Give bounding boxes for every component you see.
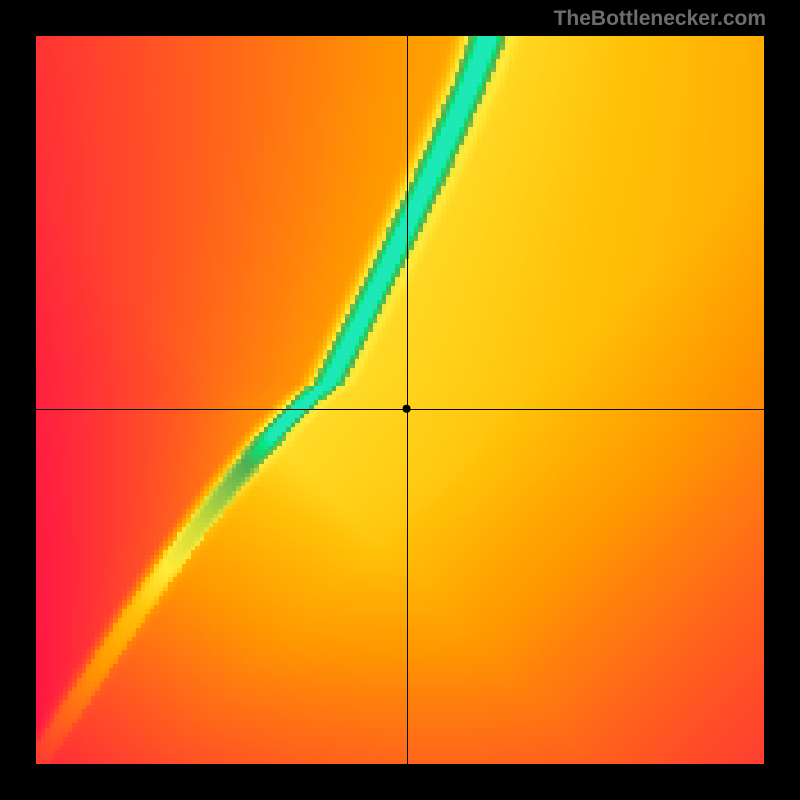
watermark-text: TheBottlenecker.com	[554, 7, 766, 31]
bottleneck-heatmap	[0, 0, 800, 800]
chart-container: TheBottlenecker.com	[0, 0, 800, 800]
